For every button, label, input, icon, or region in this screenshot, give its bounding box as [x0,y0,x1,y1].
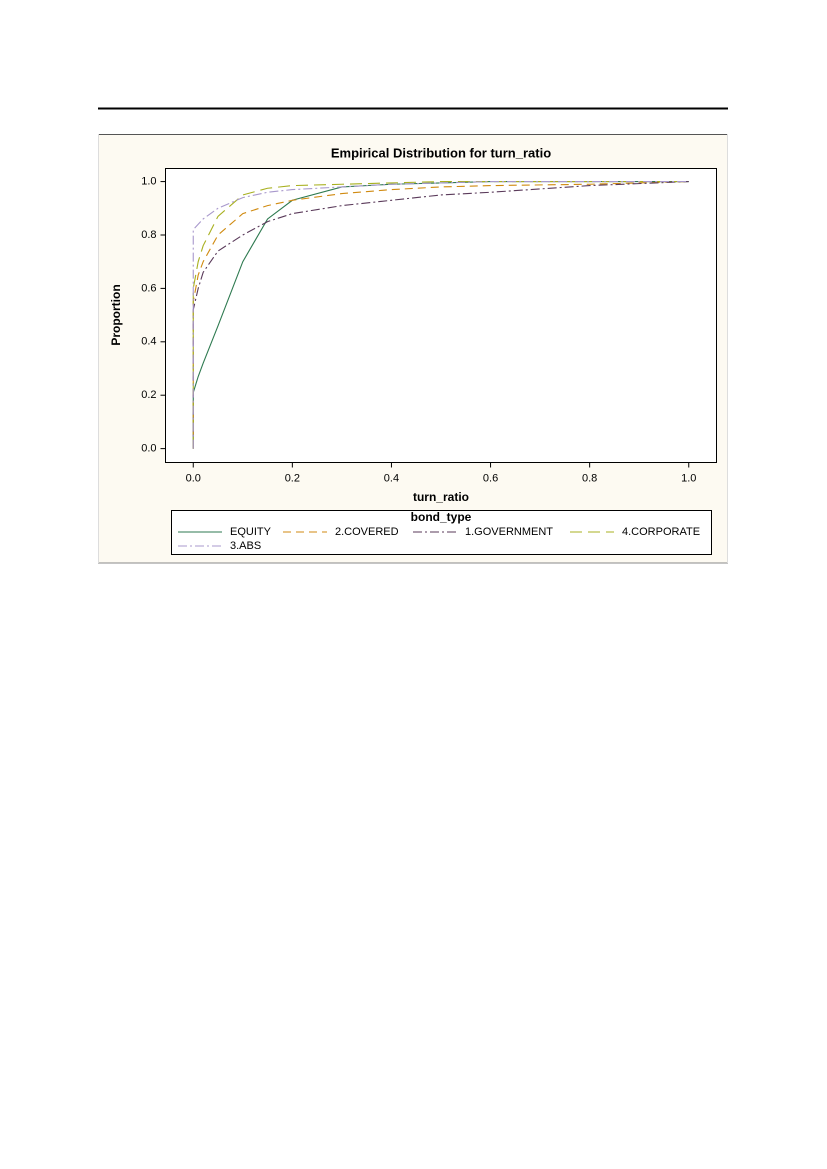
chart-title: Empirical Distribution for turn_ratio [331,145,551,160]
x-axis-label: turn_ratio [413,490,469,504]
plot-area [165,168,717,463]
legend-label: 1.GOVERNMENT [465,526,553,538]
legend-label: 3.ABS [230,540,261,552]
legend-title: bond_type [411,510,472,524]
y-tick-label: 0.8 [141,229,156,241]
y-tick-label: 1.0 [141,175,156,187]
x-tick-label: 0.2 [285,472,300,484]
legend-label: EQUITY [230,526,272,538]
series-line [192,181,689,449]
series-line [192,181,689,449]
y-tick-label: 0.4 [141,336,156,348]
y-tick-label: 0.2 [141,389,156,401]
x-tick-label: 0.6 [483,472,498,484]
legend-label: 2.COVERED [335,526,399,538]
x-tick-label: 0.0 [186,472,201,484]
legend-box [171,510,712,555]
x-tick-label: 1.0 [681,472,696,484]
x-tick-label: 0.8 [582,472,597,484]
y-axis-label: Proportion [109,284,123,345]
x-tick-label: 0.4 [384,472,399,484]
y-tick-label: 0.0 [141,443,156,455]
y-tick-label: 0.6 [141,282,156,294]
legend-label: 4.CORPORATE [622,526,700,538]
series-line [192,181,689,449]
series-line [192,181,689,449]
